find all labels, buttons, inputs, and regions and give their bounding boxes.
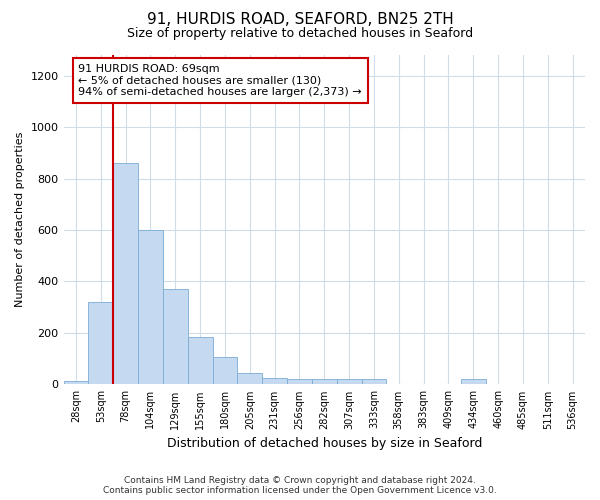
Text: 91, HURDIS ROAD, SEAFORD, BN25 2TH: 91, HURDIS ROAD, SEAFORD, BN25 2TH	[146, 12, 454, 28]
Bar	[138, 230, 163, 384]
Y-axis label: Number of detached properties: Number of detached properties	[15, 132, 25, 308]
Bar	[287, 380, 312, 384]
Text: 91 HURDIS ROAD: 69sqm
← 5% of detached houses are smaller (130)
94% of semi-deta: 91 HURDIS ROAD: 69sqm ← 5% of detached h…	[79, 64, 362, 97]
Text: Size of property relative to detached houses in Seaford: Size of property relative to detached ho…	[127, 28, 473, 40]
Bar	[113, 163, 138, 384]
Bar	[188, 337, 212, 384]
Bar	[238, 373, 262, 384]
Bar	[461, 380, 485, 384]
Bar	[88, 302, 113, 384]
Bar	[262, 378, 287, 384]
X-axis label: Distribution of detached houses by size in Seaford: Distribution of detached houses by size …	[167, 437, 482, 450]
Text: Contains HM Land Registry data © Crown copyright and database right 2024.
Contai: Contains HM Land Registry data © Crown c…	[103, 476, 497, 495]
Bar	[163, 289, 188, 384]
Bar	[362, 380, 386, 384]
Bar	[337, 380, 362, 384]
Bar	[212, 358, 238, 384]
Bar	[312, 380, 337, 384]
Bar	[64, 380, 88, 384]
